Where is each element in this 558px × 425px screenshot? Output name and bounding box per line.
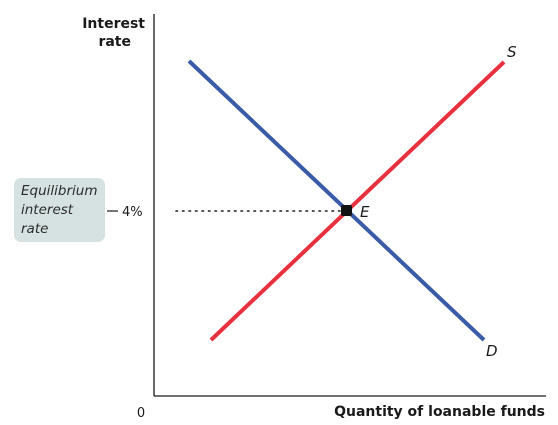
demand-curve [189, 61, 484, 340]
equilibrium-point [341, 205, 352, 216]
y-axis-label-line2: rate [98, 34, 131, 50]
equilibrium-point-label: E [360, 203, 370, 221]
supply-curve-label: S [507, 43, 517, 61]
x-axis-label: Quantity of loanable funds [334, 404, 545, 420]
y-axis-label-line1: Interest [82, 16, 145, 32]
callout-line1: Equilibrium [21, 183, 98, 199]
callout-line3: rate [21, 221, 48, 237]
supply-curve [211, 62, 504, 340]
origin-label: 0 [137, 406, 145, 421]
rate-tick-label: 4% [122, 205, 143, 220]
demand-curve-label: D [486, 342, 498, 360]
callout-line2: interest [21, 202, 74, 218]
